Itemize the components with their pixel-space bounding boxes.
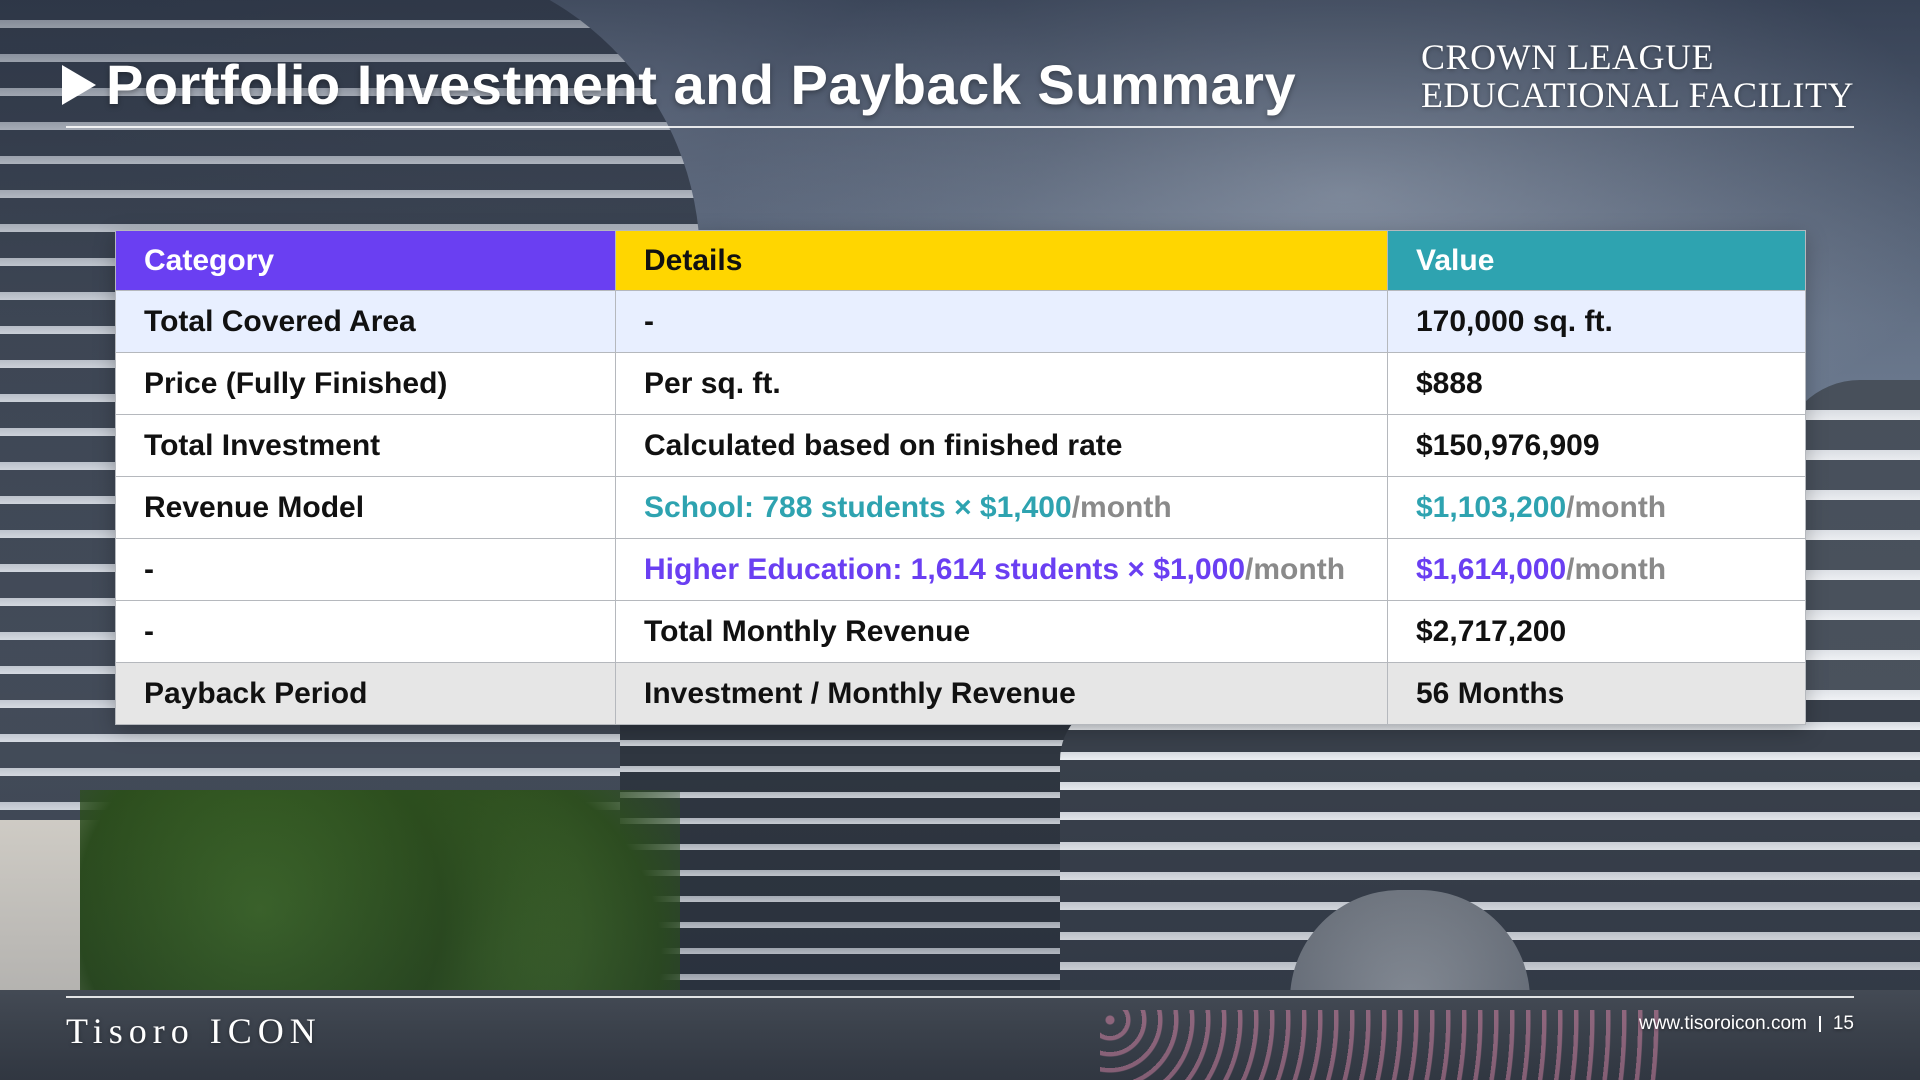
column-header-value: Value (1387, 230, 1806, 291)
footer-info: www.tisoroicon.com 15 (1639, 1013, 1854, 1035)
higher-ed-revenue-detail: Higher Education: 1,614 students × $1,00… (644, 552, 1246, 586)
cell-details: Per sq. ft. (615, 352, 1388, 415)
cell-details: Higher Education: 1,614 students × $1,00… (615, 538, 1388, 601)
cell-category: Payback Period (115, 662, 616, 725)
flower-beds (1100, 1010, 1660, 1080)
table-row: Payback Period Investment / Monthly Reve… (115, 662, 1806, 725)
page-title: Portfolio Investment and Payback Summary (106, 53, 1297, 116)
cell-category: Revenue Model (115, 476, 616, 539)
cell-category: Total Covered Area (115, 290, 616, 353)
brand-name: CROWN LEAGUE EDUCATIONAL FACILITY (1421, 38, 1854, 114)
table-row: Price (Fully Finished) Per sq. ft. $888 (115, 352, 1806, 415)
cell-value: $2,717,200 (1387, 600, 1806, 663)
cell-category: Total Investment (115, 414, 616, 477)
summary-table: Category Details Value Total Covered Are… (115, 230, 1806, 725)
cell-details: - (615, 290, 1388, 353)
cell-category: - (115, 600, 616, 663)
cell-details: Calculated based on finished rate (615, 414, 1388, 477)
page-number: 15 (1832, 1013, 1854, 1034)
table-row: Revenue Model School: 788 students × $1,… (115, 476, 1806, 539)
cell-details: Investment / Monthly Revenue (615, 662, 1388, 725)
table-row: Total Covered Area - 170,000 sq. ft. (115, 290, 1806, 353)
per-month-suffix: /month (1566, 490, 1667, 524)
website-link[interactable]: www.tisoroicon.com (1638, 1013, 1807, 1034)
cell-value: $888 (1387, 352, 1806, 415)
header-divider (66, 126, 1854, 128)
table-row: - Higher Education: 1,614 students × $1,… (115, 538, 1806, 601)
cell-category: Price (Fully Finished) (115, 352, 616, 415)
brand-line-1: CROWN LEAGUE (1421, 37, 1715, 77)
column-header-details: Details (615, 230, 1388, 291)
table-header-row: Category Details Value (115, 230, 1806, 291)
table-row: Total Investment Calculated based on fin… (115, 414, 1806, 477)
cell-details: Total Monthly Revenue (615, 600, 1388, 663)
brand-line-2: EDUCATIONAL FACILITY (1421, 75, 1854, 115)
building-center (620, 720, 1140, 1020)
per-month-suffix: /month (1245, 552, 1346, 586)
higher-ed-revenue-value: $1,614,000 (1416, 552, 1567, 586)
title-row: Portfolio Investment and Payback Summary (62, 52, 1296, 117)
per-month-suffix: /month (1566, 552, 1667, 586)
cell-value: $1,614,000/month (1387, 538, 1806, 601)
cell-category: - (115, 538, 616, 601)
school-revenue-value: $1,103,200 (1416, 490, 1567, 524)
footer-separator (1818, 1016, 1821, 1032)
cell-details: School: 788 students × $1,400/month (615, 476, 1388, 539)
play-triangle-icon (62, 64, 96, 105)
company-logo: Tisoro ICON (66, 1011, 322, 1051)
cell-value: $1,103,200/month (1387, 476, 1806, 539)
footer-divider (66, 996, 1854, 998)
cell-value: 56 Months (1387, 662, 1806, 725)
column-header-category: Category (115, 230, 616, 291)
cell-value: $150,976,909 (1387, 414, 1806, 477)
table-row: - Total Monthly Revenue $2,717,200 (115, 600, 1806, 663)
per-month-suffix: /month (1071, 490, 1172, 524)
cell-value: 170,000 sq. ft. (1387, 290, 1806, 353)
school-revenue-detail: School: 788 students × $1,400 (644, 490, 1072, 524)
